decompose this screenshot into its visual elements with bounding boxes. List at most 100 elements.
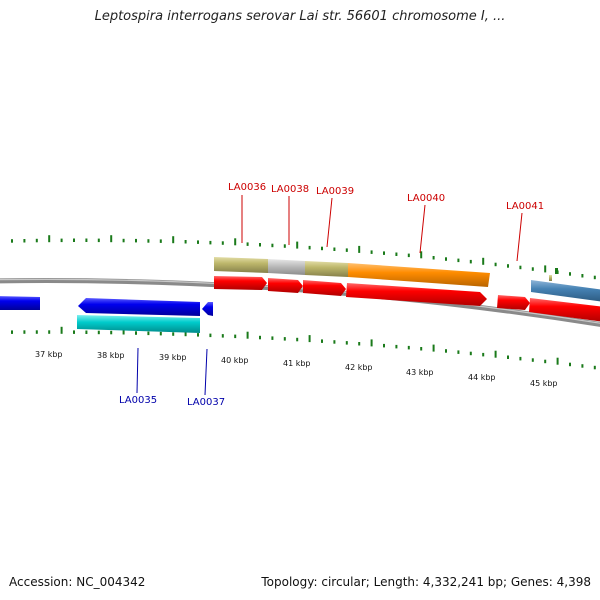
tick-mark-major bbox=[48, 235, 51, 243]
tick-mark bbox=[85, 330, 88, 334]
gene-arrow-reverse bbox=[78, 298, 200, 316]
label-leader-la0040 bbox=[419, 204, 426, 254]
gene-arrow-forward bbox=[497, 295, 530, 310]
scale-label-39kbp: 39 kbp bbox=[159, 353, 187, 362]
gene-arrow-forward bbox=[529, 298, 600, 322]
tick-mark bbox=[85, 238, 88, 242]
tick-mark bbox=[519, 356, 522, 361]
tick-mark bbox=[544, 359, 547, 364]
tick-mark-major bbox=[432, 344, 435, 352]
tick-mark bbox=[469, 351, 472, 356]
tick-mark bbox=[73, 238, 75, 242]
tick-mark bbox=[308, 245, 311, 250]
tick-mark bbox=[333, 340, 336, 344]
tick-mark-major bbox=[60, 326, 63, 334]
tick-mark bbox=[482, 352, 485, 357]
tick-mark bbox=[246, 242, 249, 246]
tick-mark bbox=[60, 238, 63, 243]
tick-mark bbox=[469, 259, 472, 264]
tick-mark bbox=[122, 238, 125, 243]
tick-mark bbox=[259, 335, 261, 340]
tick-mark-major bbox=[544, 265, 547, 273]
tick-mark bbox=[345, 248, 348, 252]
tick-mark bbox=[23, 330, 26, 334]
tick-mark bbox=[445, 257, 447, 261]
accession-text: Accession: NC_004342 bbox=[9, 575, 146, 589]
gene-label-la0041: LA0041 bbox=[506, 201, 544, 212]
feature-tick-small bbox=[555, 268, 558, 274]
scale-label-40kbp: 40 kbp bbox=[221, 356, 249, 365]
tick-mark-major bbox=[184, 329, 187, 337]
gene-label-la0040: LA0040 bbox=[407, 193, 445, 204]
tick-mark bbox=[432, 256, 435, 260]
gene-arrow-reverse bbox=[202, 302, 213, 316]
tick-mark bbox=[48, 330, 51, 334]
tick-mark bbox=[593, 275, 596, 280]
tick-mark bbox=[234, 334, 237, 339]
tick-mark bbox=[519, 265, 522, 270]
gene-label-la0035: LA0035 bbox=[119, 395, 157, 406]
tick-mark bbox=[172, 332, 175, 336]
scale-label-42kbp: 42 kbp bbox=[345, 363, 373, 372]
tick-mark bbox=[407, 345, 410, 350]
tick-mark bbox=[135, 238, 137, 243]
tick-mark-major bbox=[482, 257, 485, 265]
tick-mark bbox=[197, 333, 199, 337]
tick-mark bbox=[407, 253, 410, 258]
tick-mark bbox=[457, 258, 460, 263]
tick-mark bbox=[35, 238, 38, 243]
tick-mark bbox=[531, 267, 534, 271]
upper-tick-track bbox=[11, 235, 596, 280]
tick-mark bbox=[581, 274, 584, 278]
tick-mark-major bbox=[172, 236, 175, 244]
tick-mark-major bbox=[110, 235, 113, 243]
scale-label-37kbp: 37 kbp bbox=[35, 350, 63, 359]
tick-mark bbox=[23, 239, 26, 243]
tick-mark bbox=[221, 334, 224, 338]
gene-arrow-forward bbox=[214, 276, 267, 290]
scale-label-43kbp: 43 kbp bbox=[406, 368, 434, 377]
tick-mark-major bbox=[494, 350, 497, 358]
scale-label-41kbp: 41 kbp bbox=[283, 359, 311, 368]
tick-mark bbox=[383, 343, 385, 348]
map-title: Leptospira interrogans serovar Lai str. … bbox=[94, 9, 506, 24]
tick-mark bbox=[296, 337, 299, 342]
scale-label-44kbp: 44 kbp bbox=[468, 373, 496, 382]
label-leader-la0041 bbox=[516, 212, 523, 262]
tick-mark-major bbox=[246, 331, 249, 339]
tick-mark bbox=[97, 238, 100, 243]
scale-label-45kbp: 45 kbp bbox=[530, 379, 558, 388]
gene-arrow-reverse bbox=[0, 296, 40, 310]
tick-mark bbox=[135, 331, 137, 335]
tick-mark bbox=[271, 243, 274, 248]
label-leader-la0035 bbox=[136, 347, 139, 394]
tick-mark bbox=[358, 342, 361, 346]
feature-block-olive-1 bbox=[214, 257, 268, 273]
tick-mark bbox=[197, 240, 199, 244]
tick-mark bbox=[97, 330, 100, 335]
tick-mark bbox=[184, 240, 187, 244]
gene-block-cyan bbox=[77, 315, 200, 333]
gene-arrow-forward bbox=[268, 278, 303, 293]
tick-mark bbox=[569, 272, 571, 276]
tick-mark bbox=[531, 358, 534, 362]
gene-arrow-forward bbox=[346, 283, 487, 306]
tick-mark bbox=[593, 365, 596, 370]
tick-mark bbox=[370, 250, 373, 254]
gene-label-la0037: LA0037 bbox=[187, 397, 225, 408]
tick-mark bbox=[383, 251, 385, 255]
tick-mark bbox=[581, 364, 584, 368]
tick-mark bbox=[445, 349, 447, 353]
tick-mark bbox=[345, 341, 348, 345]
feature-block-olive-3 bbox=[549, 275, 552, 281]
gene-label-la0039: LA0039 bbox=[316, 186, 354, 197]
tick-mark bbox=[209, 333, 212, 338]
gene-label-la0038: LA0038 bbox=[271, 184, 309, 195]
tick-mark bbox=[333, 247, 336, 251]
label-leader-la0037 bbox=[204, 348, 208, 396]
tick-mark-major bbox=[234, 238, 237, 246]
scale-label-38kbp: 38 kbp bbox=[97, 351, 125, 360]
tick-mark-major bbox=[122, 327, 125, 335]
topology-text: Topology: circular; Length: 4,332,241 bp… bbox=[261, 575, 591, 589]
